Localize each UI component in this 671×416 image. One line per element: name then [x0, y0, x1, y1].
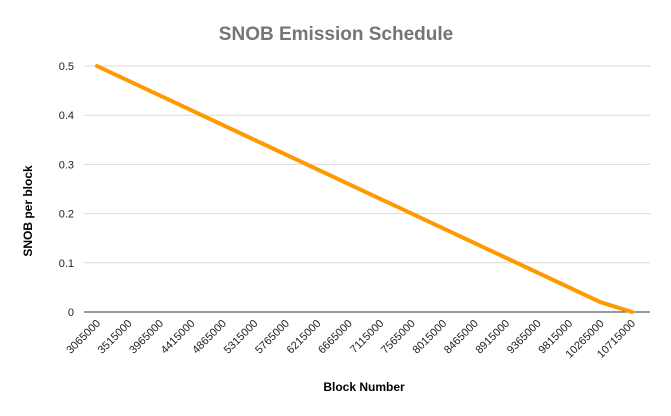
y-tick-label: 0.1	[59, 258, 74, 270]
y-tick-label: 0	[68, 307, 74, 319]
chart-title: SNOB Emission Schedule	[219, 24, 453, 45]
x-axis-title: Block Number	[323, 380, 405, 394]
y-tick-label: 0.4	[59, 110, 74, 122]
y-tick-label: 0.2	[59, 209, 74, 221]
y-tick-label: 0.3	[59, 159, 74, 171]
y-axis-ticks: 0 0.1 0.2 0.3 0.4 0.5	[59, 61, 74, 319]
gridlines	[84, 65, 650, 313]
series-layer	[95, 64, 634, 314]
x-tick-label: 6665000	[316, 318, 355, 357]
y-tick-label: 0.5	[59, 61, 74, 73]
series-line	[95, 64, 634, 314]
x-axis-ticks: 3065000351500039650004415000486500053150…	[64, 318, 638, 361]
y-axis-title: SNOB per block	[21, 165, 35, 257]
